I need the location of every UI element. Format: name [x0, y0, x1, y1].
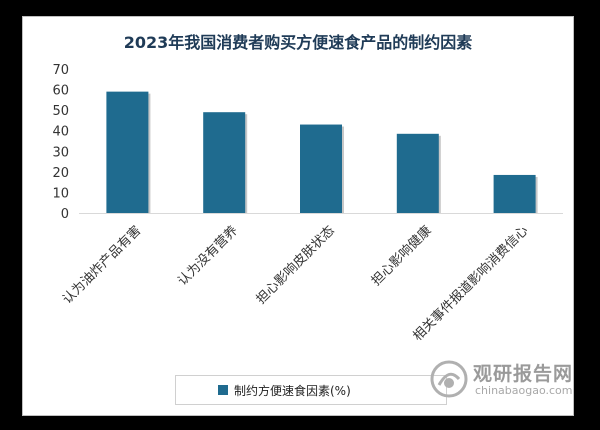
- y-tick-label: 50: [52, 104, 69, 119]
- watermark-logo-icon: [430, 360, 468, 398]
- y-tick-label: 60: [52, 84, 69, 99]
- y-tick-label: 10: [52, 186, 69, 201]
- x-tick-label: 担心影响皮肤状态: [253, 223, 338, 308]
- x-tick-label: 认为没有营养: [175, 223, 241, 289]
- bar: [493, 174, 536, 213]
- y-tick-label: 70: [52, 63, 69, 78]
- bar: [106, 91, 149, 213]
- y-tick-label: 30: [52, 145, 69, 160]
- x-tick-label: 担心影响健康: [368, 223, 434, 289]
- legend-swatch: [218, 385, 228, 395]
- y-tick-label: 20: [52, 166, 69, 181]
- legend-label: 制约方便速食因素(%): [234, 383, 351, 398]
- y-tick-label: 40: [52, 125, 69, 140]
- bar: [396, 133, 439, 213]
- y-tick-label: 0: [61, 207, 69, 222]
- y-axis: 0 10 20 30 40 50 60 70: [52, 63, 563, 222]
- watermark-en: chinabaogao.com: [475, 384, 573, 397]
- bars: [106, 91, 538, 213]
- watermark: 观研报告网 chinabaogao.com: [429, 357, 579, 407]
- x-tick-label: 认为油炸产品有害: [59, 223, 144, 308]
- x-tick-label: 相关事件报道影响消费信心: [410, 223, 532, 345]
- bar-chart: 0 10 20 30 40 50 60 70 认为油炸产品有害 认为没有营养 担心影响皮肤状态 担心…: [52, 63, 563, 345]
- bar: [300, 124, 342, 213]
- bar: [203, 112, 246, 213]
- chart-title: 2023年我国消费者购买方便速食产品的制约因素: [123, 33, 473, 52]
- legend: 制约方便速食因素(%): [175, 375, 447, 405]
- chart-frame: 2023年我国消费者购买方便速食产品的制约因素 0 10 20 30 40 50 60 70 …: [22, 16, 574, 416]
- watermark-cn: 观研报告网: [473, 363, 574, 385]
